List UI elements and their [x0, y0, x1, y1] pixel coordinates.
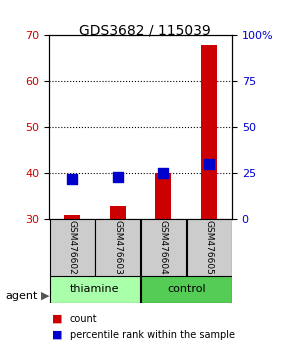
Bar — [155, 173, 171, 219]
Point — [70, 176, 75, 182]
FancyBboxPatch shape — [141, 276, 231, 303]
Point — [115, 174, 120, 180]
Text: GSM476602: GSM476602 — [68, 221, 77, 275]
FancyBboxPatch shape — [141, 219, 186, 276]
FancyBboxPatch shape — [187, 219, 231, 276]
FancyBboxPatch shape — [50, 219, 95, 276]
Point — [207, 161, 211, 167]
Text: agent: agent — [6, 291, 38, 301]
Bar — [201, 45, 217, 219]
Text: ▶: ▶ — [41, 291, 49, 301]
Text: percentile rank within the sample: percentile rank within the sample — [70, 330, 235, 339]
Text: ■: ■ — [52, 330, 63, 339]
Text: ■: ■ — [52, 314, 63, 324]
Bar — [110, 206, 126, 219]
Text: count: count — [70, 314, 97, 324]
Text: GDS3682 / 115039: GDS3682 / 115039 — [79, 23, 211, 37]
Text: control: control — [167, 284, 206, 295]
Text: GSM476603: GSM476603 — [113, 220, 122, 275]
Text: GSM476605: GSM476605 — [205, 220, 214, 275]
FancyBboxPatch shape — [50, 276, 140, 303]
Text: GSM476604: GSM476604 — [159, 221, 168, 275]
Text: thiamine: thiamine — [70, 284, 120, 295]
Bar — [64, 215, 80, 219]
FancyBboxPatch shape — [95, 219, 140, 276]
Point — [161, 171, 166, 176]
